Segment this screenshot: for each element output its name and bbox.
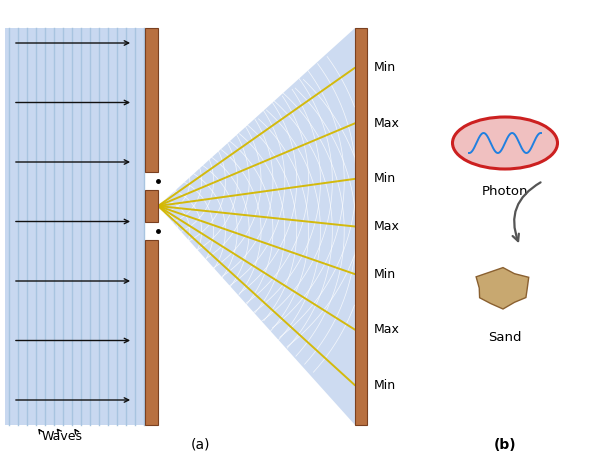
Text: Waves: Waves [41, 430, 83, 443]
Text: Photon: Photon [482, 185, 528, 198]
Text: Min: Min [374, 172, 396, 185]
Text: Min: Min [374, 379, 396, 392]
Text: Min: Min [374, 268, 396, 281]
FancyBboxPatch shape [5, 28, 145, 425]
Text: (a): (a) [190, 438, 210, 452]
Text: Sand: Sand [488, 331, 522, 344]
Text: Max: Max [374, 117, 400, 130]
FancyBboxPatch shape [145, 240, 158, 425]
Polygon shape [476, 268, 529, 309]
Text: (b): (b) [494, 438, 517, 452]
Ellipse shape [452, 117, 557, 169]
Text: Min: Min [374, 61, 396, 74]
FancyBboxPatch shape [145, 28, 158, 172]
Text: Max: Max [374, 323, 400, 336]
Polygon shape [158, 28, 367, 425]
FancyBboxPatch shape [355, 28, 367, 425]
Text: Max: Max [374, 220, 400, 233]
FancyBboxPatch shape [145, 190, 158, 222]
